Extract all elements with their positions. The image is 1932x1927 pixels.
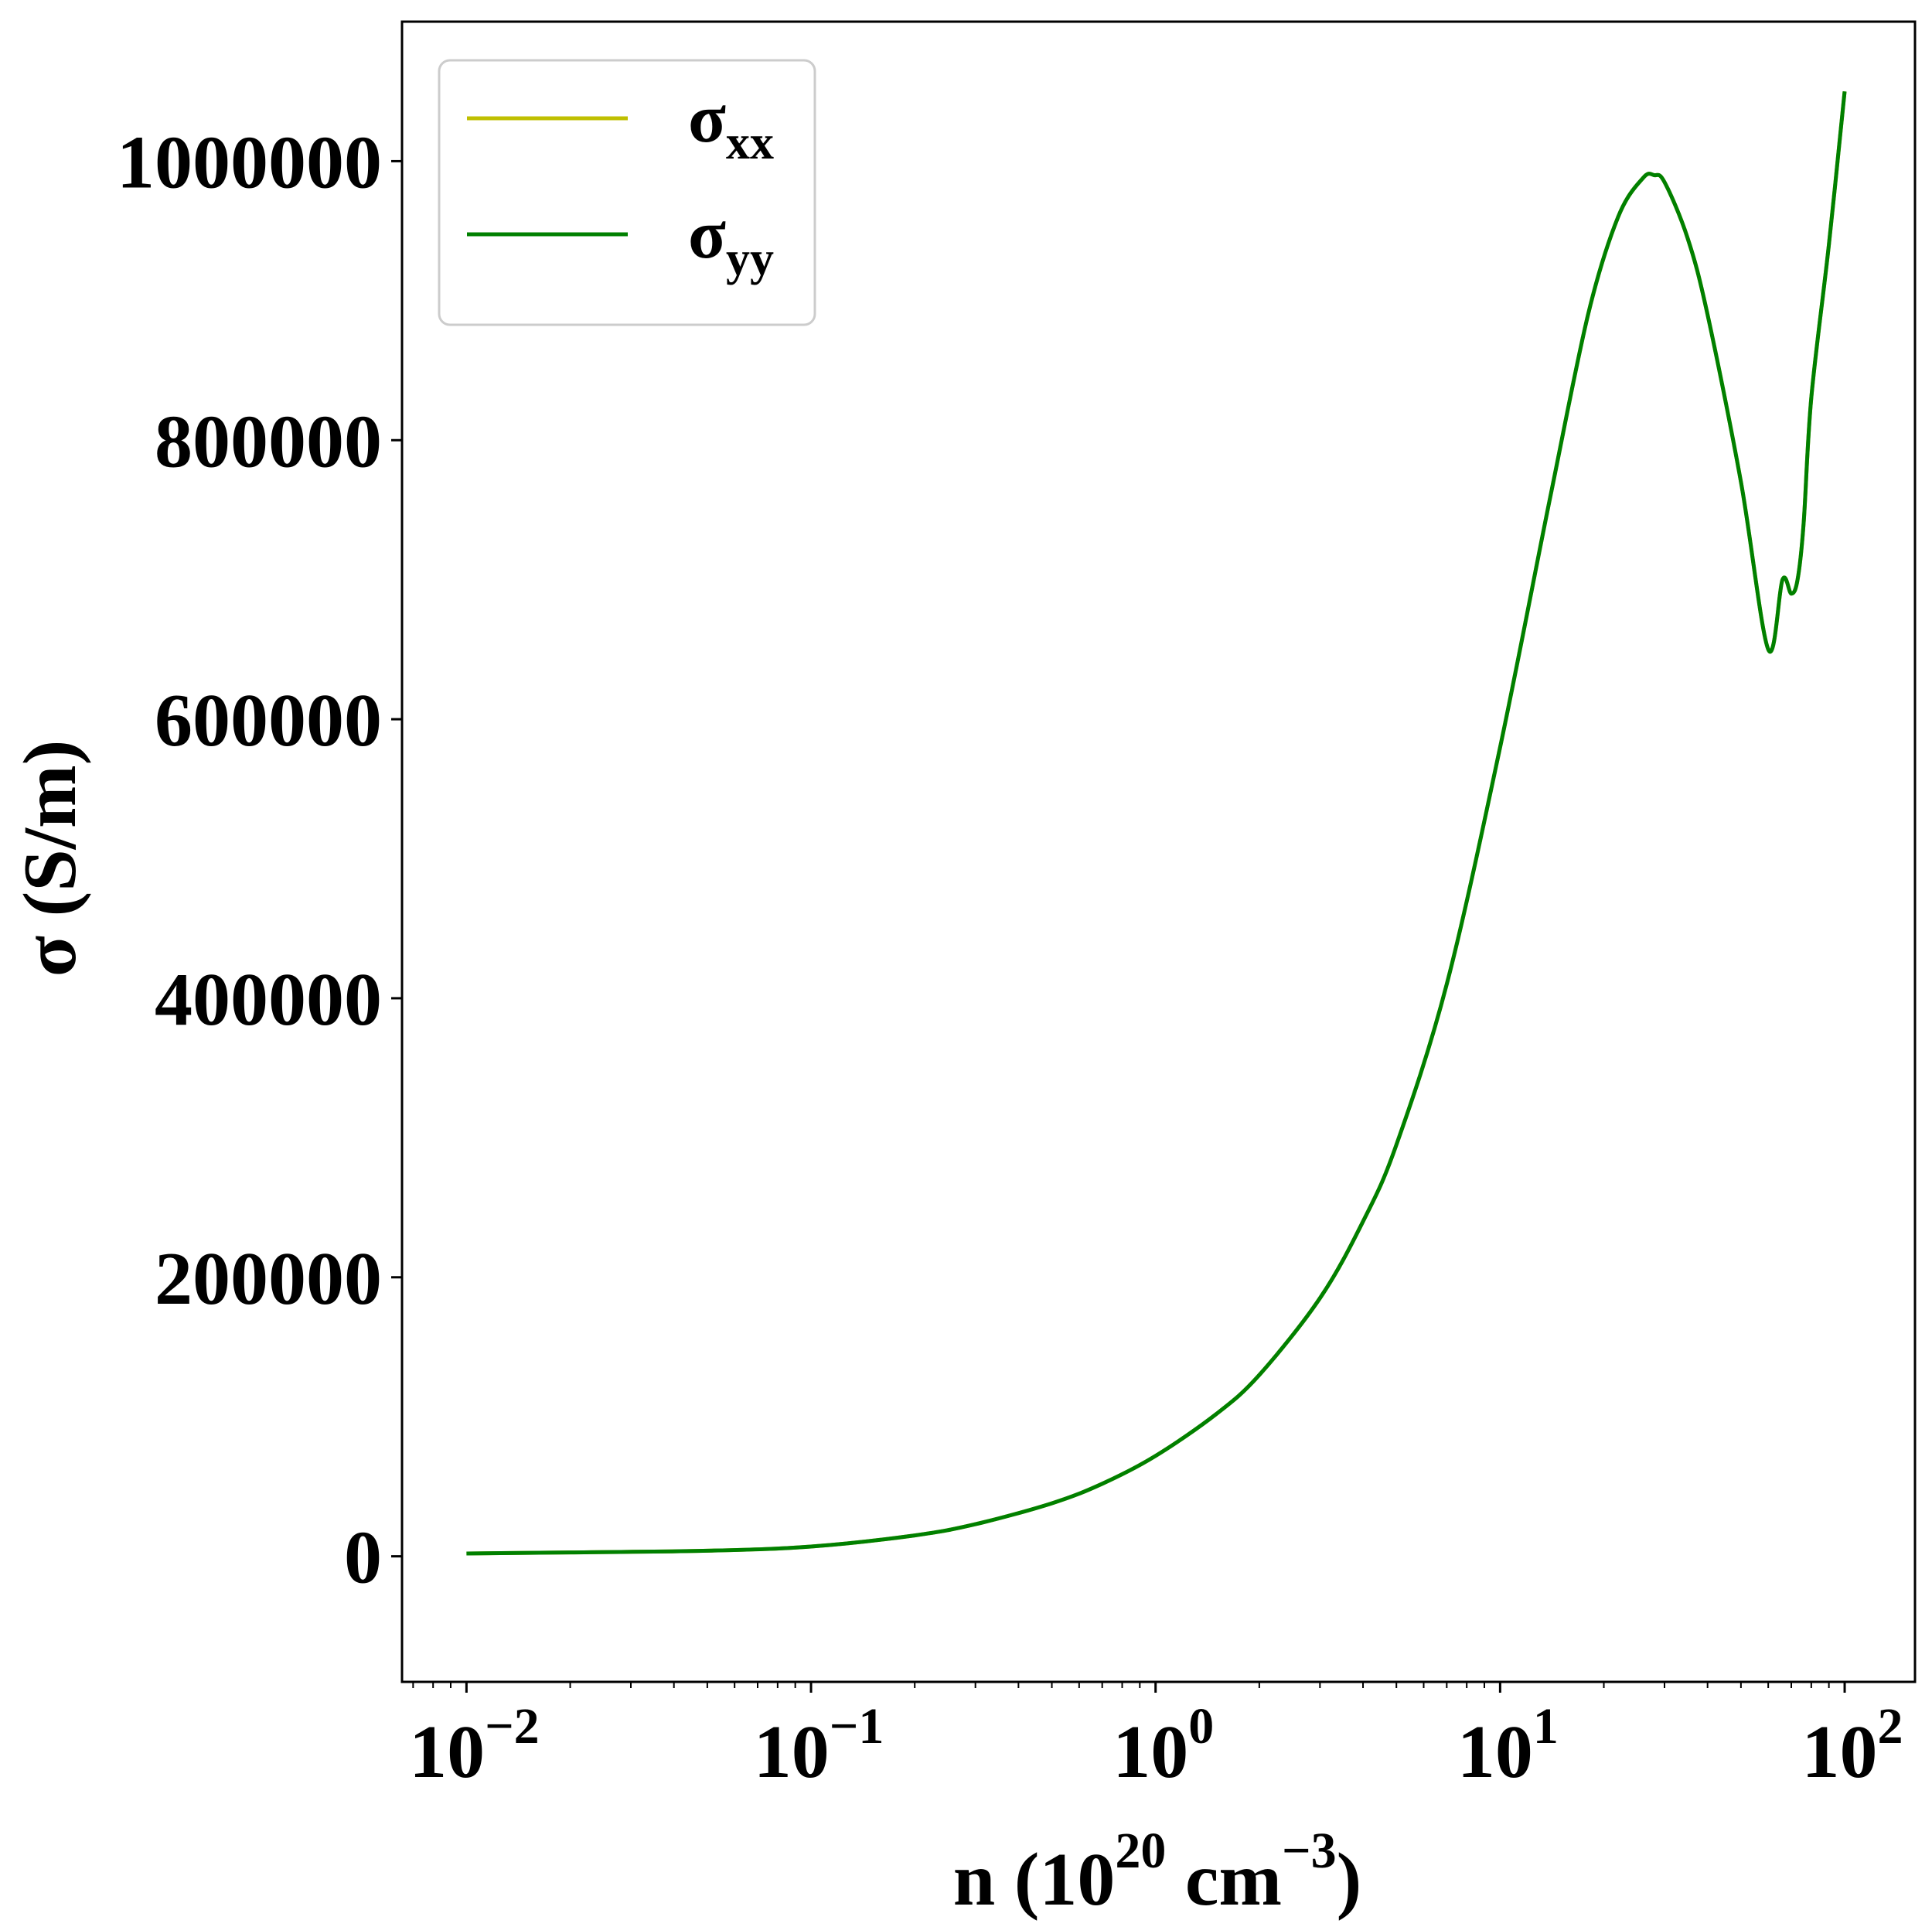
x-tick-label: 102 [1802,1698,1903,1794]
y-tick-label: 1000000 [117,121,382,204]
legend-label-sigma-xx-sub: xx [726,117,774,169]
x-axis-title-sup1: 20 [1115,1823,1166,1879]
y-tick-label: 0 [344,1516,382,1600]
y-axis-title: σ (S/m) [9,740,92,977]
x-axis-title-main: n (10 [953,1838,1116,1922]
x-tick-label-exponent: 2 [1878,1698,1903,1755]
y-tick-label: 400000 [155,958,382,1042]
legend-label-sigma-yy-sub: yy [726,233,774,285]
y-tick-label: 800000 [155,400,382,483]
legend-label-sigma-xx: σxx [688,80,774,169]
x-tick-label: 101 [1457,1698,1559,1794]
legend: σxx σyy [438,59,816,326]
y-tick-label: 600000 [155,679,382,762]
x-tick-label-base: 10 [1802,1710,1878,1794]
x-tick-label-base: 10 [1457,1710,1533,1794]
x-tick-label-base: 10 [1113,1710,1188,1794]
x-axis-title-sup2: −3 [1282,1823,1337,1879]
x-tick-label: 10−2 [409,1698,540,1794]
x-tick-label-exponent: −2 [485,1698,540,1755]
series-line-sigma-yy [466,90,1847,1556]
x-tick-label-base: 10 [754,1710,830,1794]
series-lines [466,90,1847,1556]
x-tick-label-base: 10 [409,1710,485,1794]
x-tick-label-exponent: 0 [1188,1698,1214,1755]
legend-label-sigma-yy-main: σ [688,196,726,273]
x-tick-label-exponent: 1 [1533,1698,1559,1755]
legend-frame [438,59,816,326]
x-axis-title-mid: cm [1166,1838,1282,1922]
y-tick-label: 200000 [155,1237,382,1321]
legend-label-sigma-yy: σyy [688,196,774,285]
x-tick-label-exponent: −1 [830,1698,884,1755]
x-tick-label: 10−1 [754,1698,884,1794]
x-axis-title-end: ) [1337,1838,1362,1922]
legend-label-sigma-xx-main: σ [688,80,726,157]
x-axis-title: n (1020 cm−3) [953,1823,1362,1922]
x-tick-label: 100 [1113,1698,1214,1794]
